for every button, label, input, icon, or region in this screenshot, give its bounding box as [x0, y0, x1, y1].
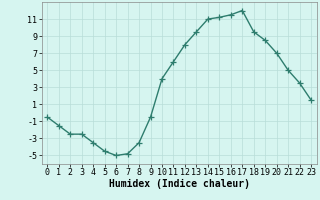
- X-axis label: Humidex (Indice chaleur): Humidex (Indice chaleur): [109, 179, 250, 189]
